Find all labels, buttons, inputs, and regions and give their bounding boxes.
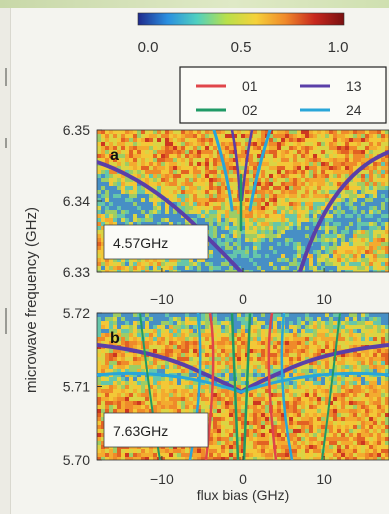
annotation-box <box>103 224 209 260</box>
resonance-curve <box>240 130 254 202</box>
legend-label: 13 <box>346 78 362 94</box>
panel-b: 5.72 5.71 5.70 −10 0 10 b 7.63GHz <box>63 305 389 487</box>
y-tick-label: 5.72 <box>63 305 90 321</box>
resonance-curve <box>248 130 272 212</box>
colorbar-tick-label: 1.0 <box>328 39 349 56</box>
resonance-curve <box>298 150 389 272</box>
resonance-curve <box>280 313 294 460</box>
left-border <box>0 8 11 514</box>
x-tick-label: 0 <box>239 471 247 487</box>
x-axis-label: flux bias (GHz) <box>197 487 290 503</box>
y-tick-label: 5.71 <box>63 379 90 395</box>
x-tick-label: 0 <box>239 291 247 307</box>
colorbar <box>137 12 345 26</box>
y-tick-label: 5.70 <box>63 452 90 468</box>
resonance-curve <box>212 130 234 212</box>
x-tick-label: 10 <box>316 291 332 307</box>
curves-b <box>97 313 389 460</box>
resonance-curve <box>321 313 341 460</box>
panel-label: a <box>110 147 119 164</box>
colorbar-ticks: 0.0 0.5 1.0 <box>138 39 349 56</box>
legend-box <box>179 66 387 124</box>
legend-label: 02 <box>242 102 258 118</box>
resonance-curve <box>230 313 240 460</box>
y-tick-label: 6.34 <box>63 193 90 209</box>
y-tick-label: 6.33 <box>63 264 90 280</box>
x-tick-label: 10 <box>316 471 332 487</box>
top-border <box>0 0 389 8</box>
colorbar-tick-label: 0.5 <box>231 39 252 56</box>
legend-label: 24 <box>346 102 362 118</box>
legend-label: 01 <box>242 78 258 94</box>
y-axis-label: microwave frequency (GHz) <box>23 207 40 393</box>
resonance-curve <box>97 371 389 394</box>
resonance-curve <box>242 313 252 460</box>
annotation-text: 7.63GHz <box>113 423 168 439</box>
x-tick-label: −10 <box>150 471 174 487</box>
x-tick-label: −10 <box>150 291 174 307</box>
panel-label: b <box>110 330 120 347</box>
annotation-text: 4.57GHz <box>113 235 168 251</box>
resonance-curve <box>204 313 215 460</box>
panel-a: 6.35 6.34 6.33 −10 0 10 a 4.57GHz <box>63 122 389 307</box>
legend: 01 02 13 24 <box>179 66 387 124</box>
resonance-curve <box>230 130 242 202</box>
colorbar-tick-label: 0.0 <box>138 39 159 56</box>
y-tick-label: 6.35 <box>63 122 90 138</box>
annotation-box <box>103 412 209 448</box>
resonance-curve <box>267 313 278 460</box>
